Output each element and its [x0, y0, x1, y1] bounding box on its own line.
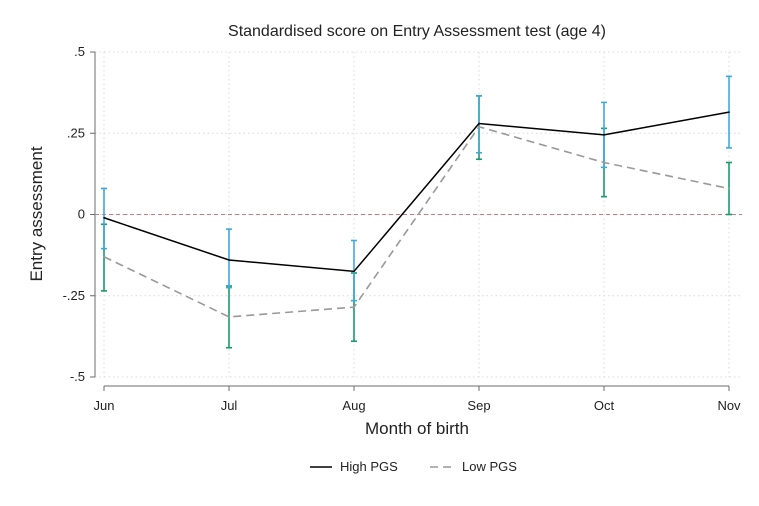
y-tick-label-2: 0	[78, 207, 85, 222]
x-tick-label-0: Jun	[94, 398, 115, 413]
low-pgs-series-line	[103, 125, 730, 318]
low-pgs-point-1	[228, 316, 230, 318]
x-axis-label: Month of birth	[365, 419, 469, 438]
legend-label-low-pgs: Low PGS	[462, 459, 517, 474]
y-tick-label-1: .25	[67, 125, 85, 140]
high-pgs-point-1	[228, 259, 230, 261]
chart-title: Standardised score on Entry Assessment t…	[228, 23, 606, 40]
y-tick-label-4: -.5	[70, 369, 85, 384]
x-tick-label-3: Sep	[467, 398, 490, 413]
axes: .5 .25 0 -.25 -.5 Jun Jul Aug Sep Oct Nov	[63, 44, 741, 413]
low-pgs-point-3	[478, 125, 480, 128]
low-pgs-point-0	[103, 255, 105, 258]
plot-area	[95, 75, 742, 349]
high-pgs-point-3	[478, 122, 480, 125]
high-pgs-point-0	[103, 216, 105, 219]
y-tick-label-3: -.25	[63, 288, 85, 303]
low-pgs-point-5	[728, 187, 730, 190]
high-pgs-point-2	[353, 270, 355, 273]
high-pgs-point-5	[728, 111, 730, 113]
high-pgs-series-line	[103, 111, 730, 273]
low-pgs-point-4	[603, 161, 605, 164]
y-axis-label: Entry assessment	[27, 146, 46, 281]
x-tick-label-4: Oct	[594, 398, 615, 413]
legend: High PGS Low PGS	[310, 459, 517, 474]
low-pgs-point-2	[353, 306, 355, 308]
x-tick-label-5: Nov	[717, 398, 741, 413]
y-tick-label-0: .5	[74, 44, 85, 59]
x-tick-label-1: Jul	[221, 398, 238, 413]
high-pgs-point-4	[603, 134, 605, 136]
x-tick-label-2: Aug	[342, 398, 365, 413]
legend-label-high-pgs: High PGS	[340, 459, 398, 474]
